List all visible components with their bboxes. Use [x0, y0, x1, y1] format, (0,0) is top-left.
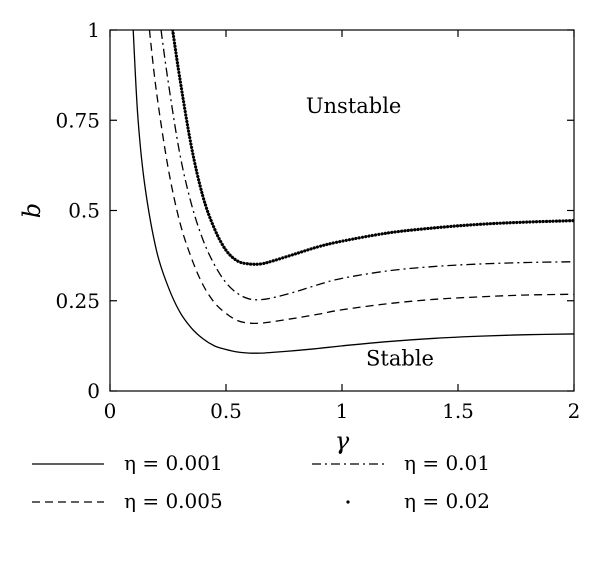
annotation-stable: Stable [366, 347, 434, 371]
y-tick-label: 0.25 [55, 289, 100, 313]
legend-label: η = 0.01 [404, 451, 490, 475]
x-tick-label: 2 [568, 399, 581, 423]
series-lines [132, 30, 574, 354]
legend-label: η = 0.02 [404, 489, 490, 513]
y-axis-label: b [18, 203, 46, 218]
axes: 0 0.5 1 1.5 2 0 0.25 0.5 0.75 1 [55, 18, 580, 423]
x-tick-label: 0.5 [210, 399, 242, 423]
y-tick-label: 0.75 [55, 108, 100, 132]
x-tick-label: 1.5 [442, 399, 474, 423]
x-axis-label: γ [335, 427, 350, 455]
legend-label: η = 0.001 [124, 451, 223, 475]
legend-label: η = 0.005 [124, 489, 223, 513]
x-tick-label: 1 [336, 399, 349, 423]
plot-frame [109, 29, 575, 392]
series-line-dashdot [160, 30, 574, 301]
series-line-solid [132, 30, 574, 354]
legend: η = 0.001 η = 0.01 η = 0.005 η = 0.02 [32, 451, 490, 513]
series-line-dotted [171, 30, 574, 266]
series-line-dashed [148, 30, 574, 325]
x-tick-label: 0 [104, 399, 117, 423]
y-tick-label: 1 [87, 18, 100, 42]
y-tick-label: 0 [87, 379, 100, 403]
y-tick-label: 0.5 [68, 199, 100, 223]
legend-swatch-dotted [346, 500, 350, 504]
annotation-unstable: Unstable [306, 94, 402, 118]
